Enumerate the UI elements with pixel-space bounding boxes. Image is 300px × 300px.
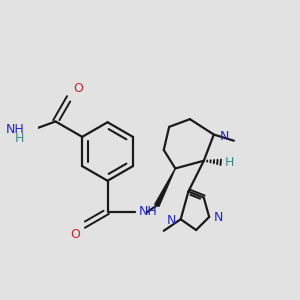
- Text: N: N: [167, 214, 176, 226]
- Text: NH: NH: [5, 123, 24, 136]
- Text: N: N: [220, 130, 229, 142]
- Text: H: H: [225, 156, 234, 169]
- Text: O: O: [73, 82, 83, 95]
- Text: H: H: [15, 132, 24, 145]
- Text: NH: NH: [138, 205, 157, 218]
- Text: O: O: [70, 229, 80, 242]
- Polygon shape: [155, 168, 175, 206]
- Text: N: N: [214, 211, 223, 224]
